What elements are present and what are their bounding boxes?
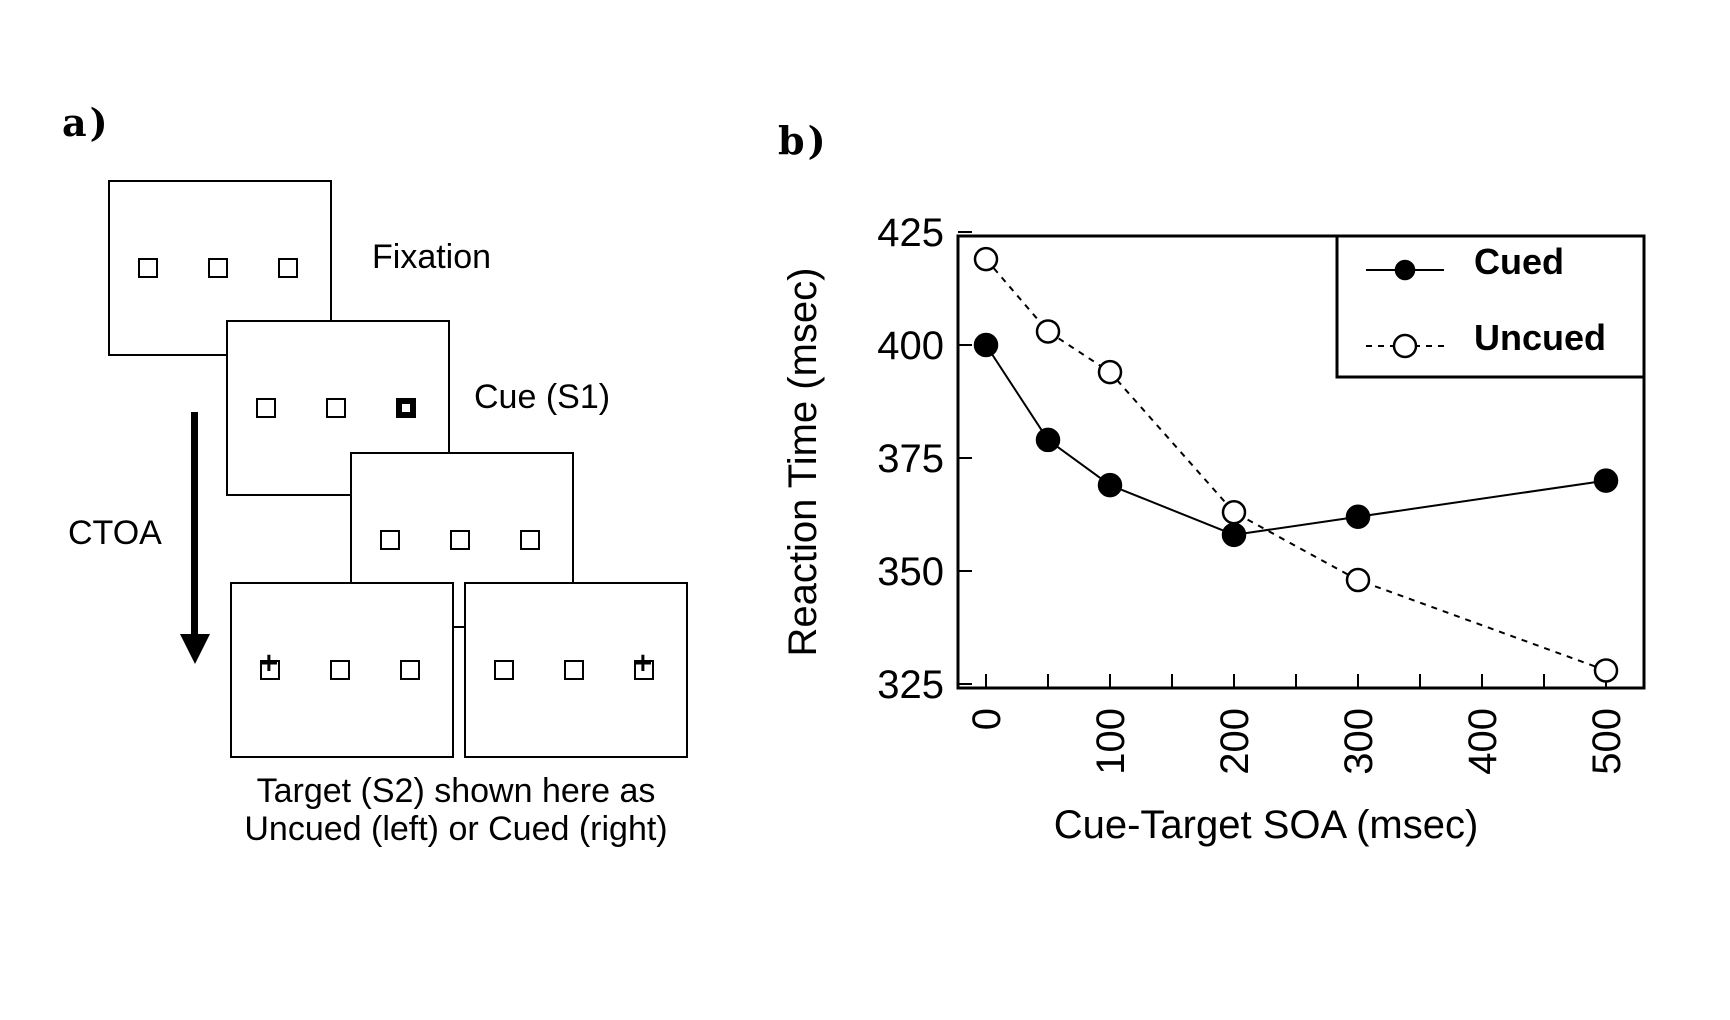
placeholder-box-center bbox=[450, 530, 470, 550]
legend-label-uncued: Uncued bbox=[1474, 317, 1606, 358]
data-point-uncued bbox=[1035, 319, 1061, 344]
cued-target-display bbox=[464, 582, 688, 758]
legend-marker-uncued bbox=[1392, 333, 1418, 359]
ctoa-arrow-shaft bbox=[191, 412, 198, 644]
x-tick-label: 100 bbox=[1089, 708, 1133, 775]
series-line-cued bbox=[985, 344, 1607, 536]
x-tick-label: 0 bbox=[965, 708, 1009, 730]
placeholder-box-right bbox=[278, 258, 298, 278]
placeholder-box-left bbox=[256, 398, 276, 418]
data-point-cued bbox=[1221, 522, 1247, 548]
target-box-left bbox=[258, 650, 280, 680]
caption-line-1: Target (S2) shown here as bbox=[256, 772, 656, 810]
data-point-cued bbox=[1593, 468, 1619, 493]
legend bbox=[1335, 234, 1646, 379]
placeholder-box-center bbox=[326, 398, 346, 418]
caption-line-2: Uncued (left) or Cued (right) bbox=[244, 810, 668, 848]
cued-box-right bbox=[396, 398, 416, 418]
data-point-cued bbox=[1345, 504, 1371, 530]
uncued-target-display bbox=[230, 582, 454, 758]
cue-label: Cue (S1) bbox=[474, 378, 611, 416]
placeholder-box-center bbox=[208, 258, 228, 278]
legend-marker-cued bbox=[1394, 259, 1416, 281]
placeholder-box-left bbox=[494, 660, 514, 680]
x-tick-label: 200 bbox=[1213, 708, 1257, 775]
data-point-cued bbox=[973, 332, 999, 358]
y-tick-label: 350 bbox=[877, 550, 944, 594]
x-tick-label: 500 bbox=[1585, 708, 1629, 775]
data-point-uncued bbox=[1097, 359, 1123, 385]
placeholder-box-left bbox=[138, 258, 158, 278]
x-tick-label: 300 bbox=[1337, 708, 1381, 775]
x-axis-label: Cue-Target SOA (msec) bbox=[1054, 803, 1479, 847]
ctoa-arrow-head bbox=[180, 634, 210, 664]
y-tick-label: 375 bbox=[877, 437, 944, 481]
y-tick-label: 425 bbox=[877, 211, 944, 255]
y-tick-label: 325 bbox=[877, 663, 944, 707]
y-tick-label: 400 bbox=[877, 324, 944, 368]
placeholder-box-center bbox=[330, 660, 350, 680]
data-point-uncued bbox=[973, 246, 999, 272]
data-point-cued bbox=[1097, 472, 1123, 498]
placeholder-box-right bbox=[520, 530, 540, 550]
ctoa-label: CTOA bbox=[68, 514, 162, 552]
panel-a-label: a) bbox=[62, 100, 111, 145]
x-tick-label: 400 bbox=[1461, 708, 1505, 775]
data-point-uncued bbox=[1593, 658, 1619, 683]
y-axis-label: Reaction Time (msec) bbox=[781, 268, 825, 657]
placeholder-box-right bbox=[400, 660, 420, 680]
data-point-cued bbox=[1035, 427, 1061, 453]
cue-display bbox=[226, 320, 450, 496]
placeholder-box-left bbox=[380, 530, 400, 550]
data-point-uncued bbox=[1221, 499, 1247, 525]
legend-label-cued: Cued bbox=[1474, 241, 1564, 282]
panel-b-label: b) bbox=[778, 118, 829, 163]
series-line-uncued bbox=[985, 258, 1607, 672]
fixation-label: Fixation bbox=[372, 238, 492, 276]
placeholder-box-center bbox=[564, 660, 584, 680]
data-point-uncued bbox=[1345, 567, 1371, 593]
target-box-right bbox=[632, 650, 654, 680]
panel-a-caption: Target (S2) shown here as Uncued (left) … bbox=[196, 772, 716, 848]
plot-area bbox=[956, 234, 1646, 690]
